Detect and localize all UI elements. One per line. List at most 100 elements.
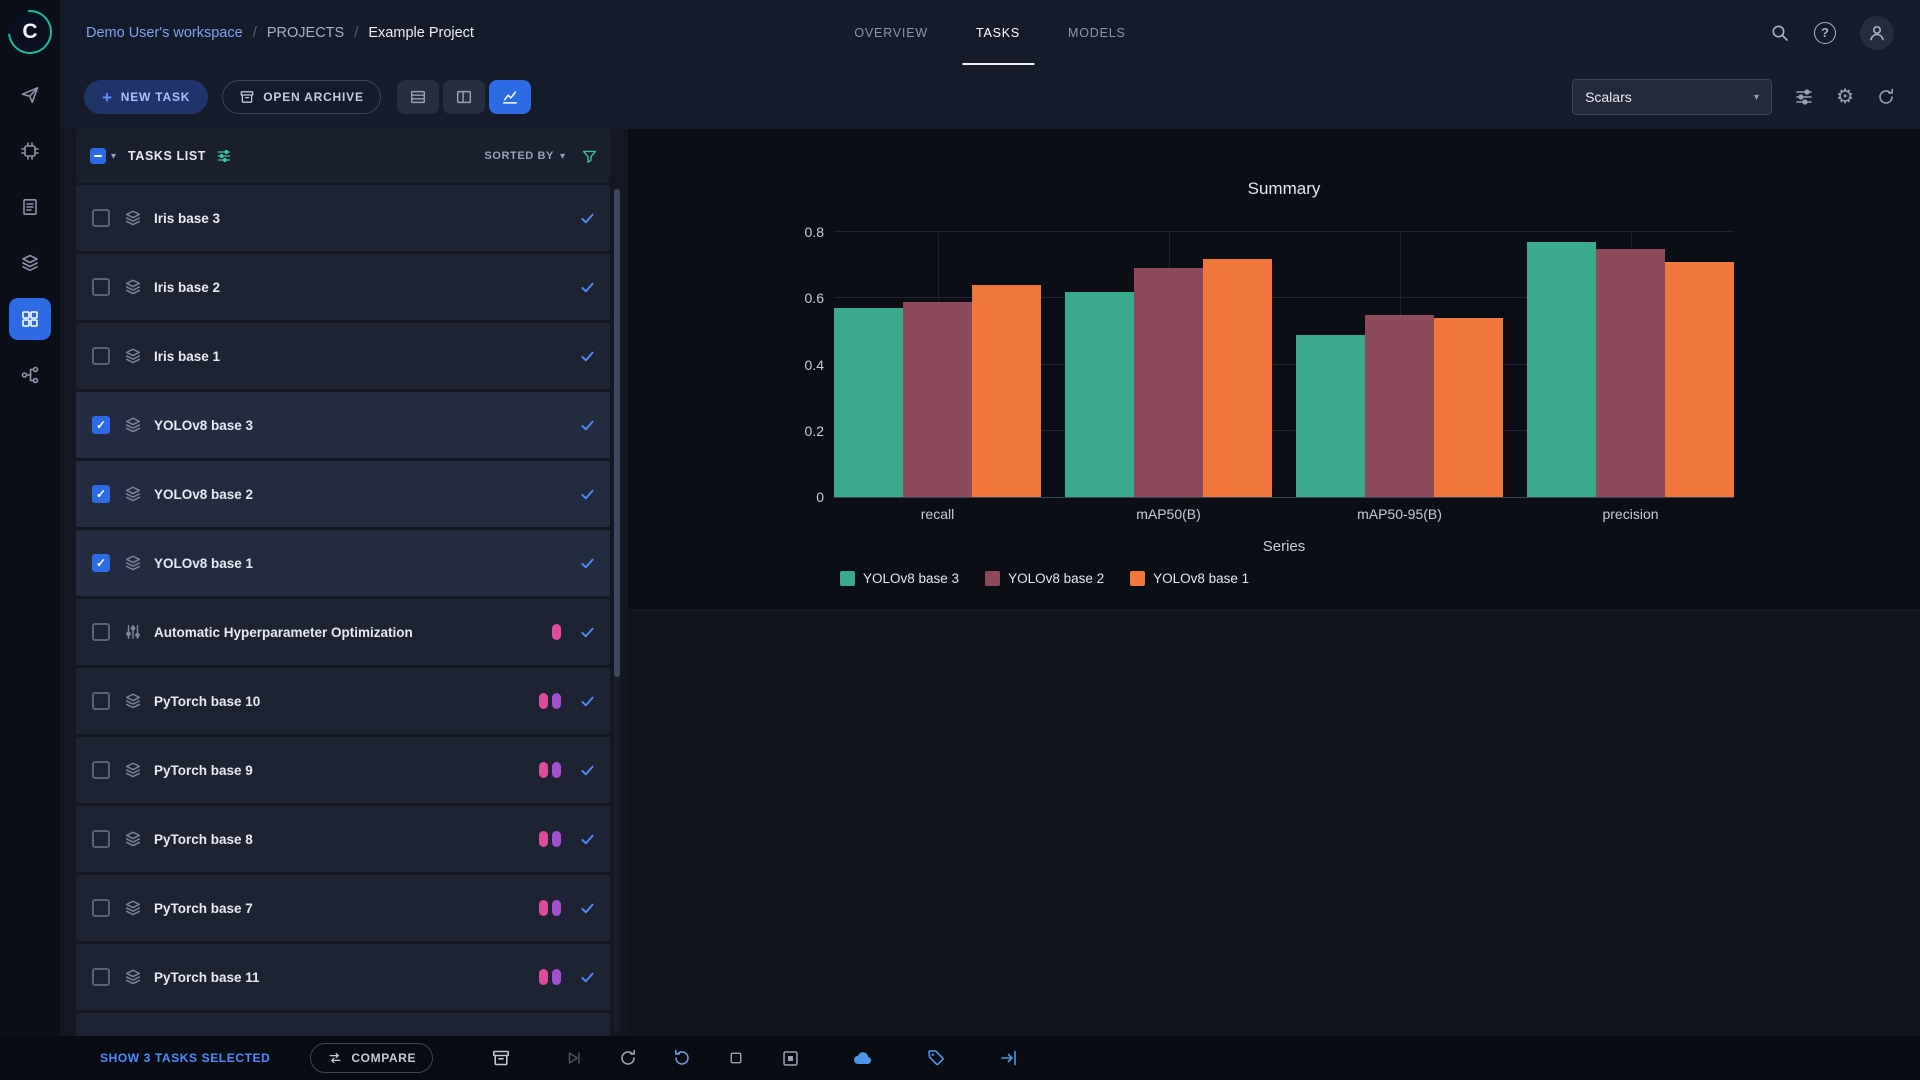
archive-icon[interactable] bbox=[489, 1046, 513, 1070]
scalars-dropdown[interactable]: Scalars ▾ bbox=[1572, 79, 1773, 115]
tasks-scrollbar-thumb[interactable] bbox=[614, 189, 620, 677]
task-checkbox[interactable]: ✓ bbox=[92, 278, 110, 296]
task-checkbox[interactable]: ✓ bbox=[92, 692, 110, 710]
table-settings-icon[interactable] bbox=[216, 148, 232, 164]
task-row[interactable]: ✓ PyTorch base 9 bbox=[76, 737, 610, 803]
nav-reports-icon[interactable] bbox=[9, 186, 51, 228]
task-row[interactable]: ✓ PyTorch base 8 bbox=[76, 806, 610, 872]
task-row[interactable]: ✓ Automatic Hyperparameter Optimization bbox=[76, 599, 610, 665]
settings-gear-icon[interactable]: ⚙ bbox=[1836, 87, 1854, 107]
task-checkbox[interactable]: ✓ bbox=[92, 347, 110, 365]
completed-status-icon bbox=[579, 762, 596, 779]
nav-pipelines-icon[interactable] bbox=[9, 354, 51, 396]
nav-dashboard-icon[interactable] bbox=[9, 74, 51, 116]
search-icon[interactable] bbox=[1770, 23, 1790, 43]
breadcrumb-current-project: Example Project bbox=[368, 24, 474, 41]
task-checkbox[interactable]: ✓ bbox=[92, 416, 110, 434]
abort-all-children-icon[interactable] bbox=[778, 1046, 802, 1070]
chart-view-icon[interactable] bbox=[488, 80, 531, 114]
top-header: Demo User's workspace / PROJECTS / Examp… bbox=[60, 0, 1920, 65]
table-view-icon[interactable] bbox=[396, 80, 439, 114]
h-gridline bbox=[834, 297, 1734, 299]
auto-refresh-icon[interactable] bbox=[1876, 87, 1896, 107]
task-checkbox[interactable]: ✓ bbox=[92, 485, 110, 503]
bar-yolov8-base-3-map50-b- bbox=[1065, 291, 1134, 497]
task-row[interactable]: ✓ YOLOv8 base 2 bbox=[76, 461, 610, 527]
task-checkbox[interactable]: ✓ bbox=[92, 209, 110, 227]
help-icon[interactable]: ? bbox=[1814, 21, 1836, 44]
open-archive-label: OPEN ARCHIVE bbox=[263, 90, 364, 104]
task-row[interactable]: ✓ PyTorch base 7 bbox=[76, 875, 610, 941]
task-row[interactable]: ✓ Iris base 3 bbox=[76, 185, 610, 251]
bar-group-map50-95-b- bbox=[1296, 233, 1503, 497]
restore-icon[interactable] bbox=[670, 1046, 694, 1070]
y-tick-label: 0.8 bbox=[804, 224, 824, 240]
task-checkbox[interactable]: ✓ bbox=[92, 830, 110, 848]
task-checkbox[interactable]: ✓ bbox=[92, 761, 110, 779]
task-row[interactable]: ✓ PyTorch base 5 bbox=[76, 1013, 610, 1036]
h-gridline bbox=[834, 429, 1734, 431]
task-name: PyTorch base 8 bbox=[154, 831, 253, 847]
task-tag bbox=[552, 762, 561, 778]
x-axis-label: Series bbox=[1262, 538, 1306, 555]
publish-cloud-icon[interactable] bbox=[851, 1046, 875, 1070]
legend-swatch bbox=[840, 571, 855, 586]
task-tag bbox=[552, 624, 561, 640]
user-avatar[interactable] bbox=[1860, 15, 1894, 50]
task-checkbox[interactable]: ✓ bbox=[92, 968, 110, 986]
task-checkbox[interactable]: ✓ bbox=[92, 899, 110, 917]
legend-item-yolov8-base-1[interactable]: YOLOv8 base 1 bbox=[1130, 571, 1249, 586]
task-name: Iris base 3 bbox=[154, 210, 221, 226]
legend-label: YOLOv8 base 3 bbox=[863, 571, 960, 586]
open-archive-button[interactable]: OPEN ARCHIVE bbox=[222, 80, 381, 114]
filter-funnel-icon[interactable] bbox=[581, 148, 598, 165]
enqueue-icon[interactable] bbox=[562, 1046, 586, 1070]
task-row[interactable]: ✓ PyTorch base 11 bbox=[76, 944, 610, 1010]
legend-item-yolov8-base-2[interactable]: YOLOv8 base 2 bbox=[985, 571, 1104, 586]
nav-datasets-icon[interactable] bbox=[9, 242, 51, 284]
nav-workers-icon[interactable] bbox=[9, 130, 51, 172]
document-icon bbox=[20, 197, 40, 217]
new-task-button[interactable]: + NEW TASK bbox=[84, 80, 209, 114]
completed-status-icon bbox=[579, 900, 596, 917]
task-checkbox[interactable]: ✓ bbox=[92, 554, 110, 572]
task-row[interactable]: ✓ Iris base 2 bbox=[76, 254, 610, 320]
compare-button[interactable]: COMPARE bbox=[310, 1043, 434, 1073]
task-name: Iris base 1 bbox=[154, 348, 221, 364]
task-row[interactable]: ✓ Iris base 1 bbox=[76, 323, 610, 389]
tune-icon[interactable] bbox=[1794, 87, 1814, 107]
add-tag-icon[interactable] bbox=[924, 1046, 948, 1070]
task-name: PyTorch base 11 bbox=[154, 969, 260, 985]
tab-tasks[interactable]: TASKS bbox=[961, 0, 1035, 65]
task-row[interactable]: ✓ PyTorch base 10 bbox=[76, 668, 610, 734]
check-glyph: ✓ bbox=[95, 556, 107, 570]
breadcrumb-projects[interactable]: PROJECTS bbox=[266, 24, 345, 41]
h-gridline bbox=[834, 231, 1734, 232]
completed-status-icon bbox=[579, 831, 596, 848]
task-tag bbox=[552, 900, 561, 916]
tab-overview[interactable]: OVERVIEW bbox=[854, 25, 928, 40]
hpo-type-icon bbox=[124, 623, 142, 641]
sorted-by-label[interactable]: SORTED BY bbox=[484, 150, 554, 162]
move-to-project-icon[interactable] bbox=[997, 1046, 1021, 1070]
task-row[interactable]: ✓ YOLOv8 base 1 bbox=[76, 530, 610, 596]
show-selected-link[interactable]: SHOW 3 TASKS SELECTED bbox=[100, 1051, 271, 1065]
split-view-icon[interactable] bbox=[442, 80, 485, 114]
tab-models[interactable]: MODELS bbox=[1068, 25, 1126, 40]
task-checkbox[interactable]: ✓ bbox=[92, 623, 110, 641]
abort-icon[interactable] bbox=[724, 1046, 748, 1070]
clearml-logo[interactable]: C bbox=[10, 12, 50, 52]
chart-column: Summary 0 0.2 0.4 0.6 0.8 recall mAP50(B) mAP5… bbox=[628, 129, 1920, 1036]
archive-icon bbox=[239, 89, 255, 105]
task-row[interactable]: ✓ YOLOv8 base 3 bbox=[76, 392, 610, 458]
bar-yolov8-base-2-recall bbox=[903, 301, 972, 497]
y-tick-label: 0.2 bbox=[804, 422, 824, 439]
select-all-caret-icon[interactable]: ▾ bbox=[111, 150, 117, 162]
sorted-by-caret-icon[interactable]: ▾ bbox=[559, 150, 565, 162]
nav-projects-icon[interactable] bbox=[9, 298, 51, 340]
breadcrumb-workspace[interactable]: Demo User's workspace bbox=[86, 24, 243, 41]
select-all-checkbox[interactable] bbox=[90, 148, 106, 164]
bar-yolov8-base-3-map50-95-b- bbox=[1296, 334, 1365, 497]
legend-item-yolov8-base-3[interactable]: YOLOv8 base 3 bbox=[840, 571, 959, 586]
reset-icon[interactable] bbox=[616, 1046, 640, 1070]
